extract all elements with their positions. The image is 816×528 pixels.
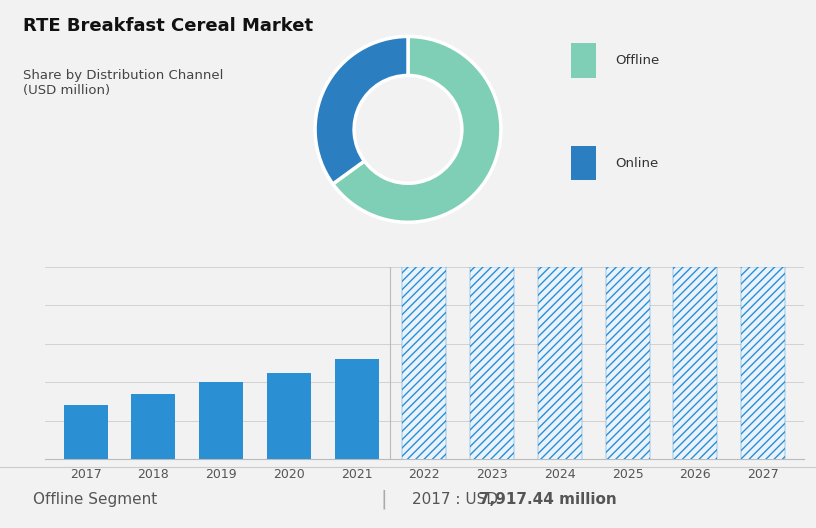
Bar — [538, 267, 582, 528]
Bar — [267, 373, 311, 528]
Wedge shape — [333, 36, 501, 222]
Bar — [335, 359, 379, 528]
Bar — [470, 267, 514, 528]
Text: Share by Distribution Channel
(USD million): Share by Distribution Channel (USD milli… — [23, 69, 224, 97]
Bar — [131, 394, 175, 528]
Text: 2017 : USD: 2017 : USD — [412, 492, 503, 507]
Bar — [673, 267, 717, 528]
Bar — [741, 267, 785, 528]
Text: Offline Segment: Offline Segment — [33, 492, 157, 507]
Bar — [571, 43, 596, 78]
Wedge shape — [315, 36, 408, 184]
Bar — [199, 382, 243, 528]
Text: Online: Online — [615, 156, 659, 169]
Text: 7,917.44 million: 7,917.44 million — [479, 492, 617, 507]
Bar — [402, 267, 446, 528]
Bar — [64, 405, 108, 528]
Text: |: | — [380, 490, 387, 510]
Text: RTE Breakfast Cereal Market: RTE Breakfast Cereal Market — [23, 17, 313, 35]
Bar — [605, 267, 650, 528]
Text: Offline: Offline — [615, 54, 659, 68]
Bar — [571, 146, 596, 181]
